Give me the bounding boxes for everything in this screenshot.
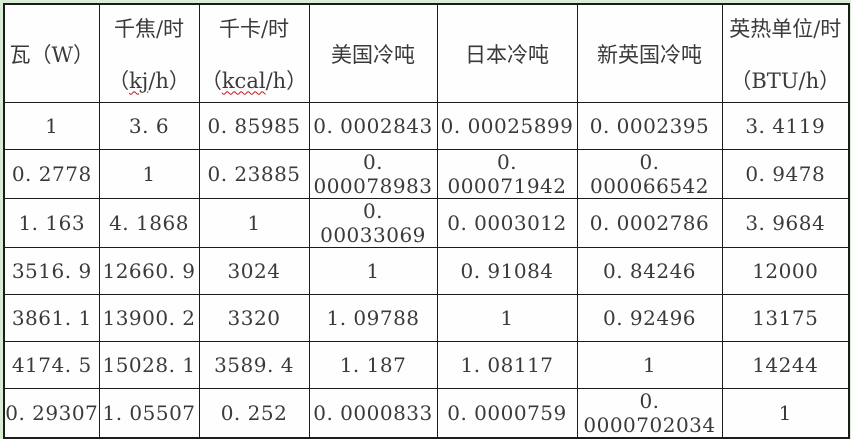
table-row: 1. 163 4. 1868 1 0. 00033069 0. 0003012 0. 00… bbox=[3, 198, 850, 248]
table-cell: 1 bbox=[436, 294, 578, 342]
column-header: 瓦（W） bbox=[3, 3, 100, 103]
table-cell: 1. 05507 bbox=[98, 388, 200, 439]
table-cell: 15028. 1 bbox=[98, 341, 200, 389]
table-row: 3516. 9 12660. 9 3024 1 0. 91084 0. 84246 1200… bbox=[3, 247, 850, 295]
column-header: 美国冷吨 bbox=[308, 3, 438, 103]
table-cell: 0. 0000759 bbox=[436, 388, 578, 439]
table-cell: 1. 09788 bbox=[308, 294, 438, 342]
table-cell: 0. 000071942 bbox=[436, 149, 578, 199]
table-cell: 0. 29307 bbox=[3, 388, 100, 439]
table-cell: 1 bbox=[198, 198, 310, 248]
table-cell: 4174. 5 bbox=[3, 341, 100, 389]
table-row: 1 3. 6 0. 85985 0. 0002843 0. 00025899 0. 000… bbox=[3, 102, 850, 150]
column-header: 英热单位/时 （BTU/h） bbox=[721, 3, 850, 103]
table-row: 0. 29307 1. 05507 0. 252 0. 0000833 0. 00007… bbox=[3, 388, 850, 439]
table-cell: 3861. 1 bbox=[3, 294, 100, 342]
column-title: 千卡/时 bbox=[218, 16, 290, 41]
table-row: 4174. 5 15028. 1 3589. 4 1. 187 1. 08117 1 142… bbox=[3, 341, 850, 389]
table-cell: 13175 bbox=[721, 294, 850, 342]
column-title: 新英国冷吨 bbox=[597, 42, 702, 67]
table-cell: 0. 00025899 bbox=[436, 102, 578, 150]
table-cell: 3024 bbox=[198, 247, 310, 295]
table-cell: 4. 1868 bbox=[98, 198, 200, 248]
column-header: 新英国冷吨 bbox=[576, 3, 723, 103]
column-unit: （kcal/h） bbox=[200, 68, 308, 93]
table-cell: 0. 000078983 bbox=[308, 149, 438, 199]
table-cell: 14244 bbox=[721, 341, 850, 389]
table-cell: 0. 0000702034 bbox=[576, 388, 723, 439]
table-cell: 0. 252 bbox=[198, 388, 310, 439]
table-cell: 0. 000066542 bbox=[576, 149, 723, 199]
table-cell: 0. 92496 bbox=[576, 294, 723, 342]
table-cell: 12000 bbox=[721, 247, 850, 295]
spellcheck-underline: kj bbox=[129, 68, 149, 93]
column-header: 千卡/时 （kcal/h） bbox=[198, 3, 310, 103]
table-cell: 13900. 2 bbox=[98, 294, 200, 342]
table-cell: 3. 6 bbox=[98, 102, 200, 150]
column-unit: （kj/h） bbox=[108, 68, 190, 93]
table-row: 0. 2778 1 0. 23885 0. 000078983 0. 000071942… bbox=[3, 149, 850, 199]
table-cell: 0. 0003012 bbox=[436, 198, 578, 248]
table-cell: 1 bbox=[721, 388, 850, 439]
table-cell: 1. 163 bbox=[3, 198, 100, 248]
table-cell: 0. 0002395 bbox=[576, 102, 723, 150]
table-cell: 0. 85985 bbox=[198, 102, 310, 150]
table-cell: 0. 0002786 bbox=[576, 198, 723, 248]
table-cell: 0. 00033069 bbox=[308, 198, 438, 248]
table-cell: 0. 84246 bbox=[576, 247, 723, 295]
table-cell: 0. 91084 bbox=[436, 247, 578, 295]
table-cell: 1. 187 bbox=[308, 341, 438, 389]
table-row: 3861. 1 13900. 2 3320 1. 09788 1 0. 92496 1317… bbox=[3, 294, 850, 342]
spellcheck-underline: kcal bbox=[221, 68, 266, 93]
table-cell: 1. 08117 bbox=[436, 341, 578, 389]
column-title: 英热单位/时 bbox=[729, 16, 842, 41]
column-title: 美国冷吨 bbox=[331, 42, 415, 67]
table-cell: 0. 0002843 bbox=[308, 102, 438, 150]
table-cell: 0. 23885 bbox=[198, 149, 310, 199]
column-title: 瓦（W） bbox=[9, 42, 95, 67]
table-cell: 0. 0000833 bbox=[308, 388, 438, 439]
column-title: 千焦/时 bbox=[113, 16, 185, 41]
table-cell: 0. 2778 bbox=[3, 149, 100, 199]
table-cell: 3. 4119 bbox=[721, 102, 850, 150]
column-header: 日本冷吨 bbox=[436, 3, 578, 103]
table-cell: 0. 9478 bbox=[721, 149, 850, 199]
document-page: 瓦（W） 千焦/时 （kj/h） 千卡/时 （kcal/h） 美国冷吨 日本冷吨 新英国冷吨英… bbox=[3, 3, 850, 439]
table-cell: 3. 9684 bbox=[721, 198, 850, 248]
table-cell: 1 bbox=[308, 247, 438, 295]
table-body: 1 3. 6 0. 85985 0. 0002843 0. 00025899 0. 000… bbox=[3, 102, 850, 439]
column-unit: （BTU/h） bbox=[730, 68, 841, 93]
table-cell: 1 bbox=[98, 149, 200, 199]
table-cell: 3589. 4 bbox=[198, 341, 310, 389]
column-title: 日本冷吨 bbox=[465, 42, 549, 67]
conversion-table: 瓦（W） 千焦/时 （kj/h） 千卡/时 （kcal/h） 美国冷吨 日本冷吨 新英国冷吨英… bbox=[3, 3, 850, 439]
table-cell: 1 bbox=[576, 341, 723, 389]
table-cell: 1 bbox=[3, 102, 100, 150]
column-header: 千焦/时 （kj/h） bbox=[98, 3, 200, 103]
header-row: 瓦（W） 千焦/时 （kj/h） 千卡/时 （kcal/h） 美国冷吨 日本冷吨 新英国冷吨英… bbox=[3, 3, 850, 103]
table-cell: 3320 bbox=[198, 294, 310, 342]
table-cell: 3516. 9 bbox=[3, 247, 100, 295]
table-cell: 12660. 9 bbox=[98, 247, 200, 295]
